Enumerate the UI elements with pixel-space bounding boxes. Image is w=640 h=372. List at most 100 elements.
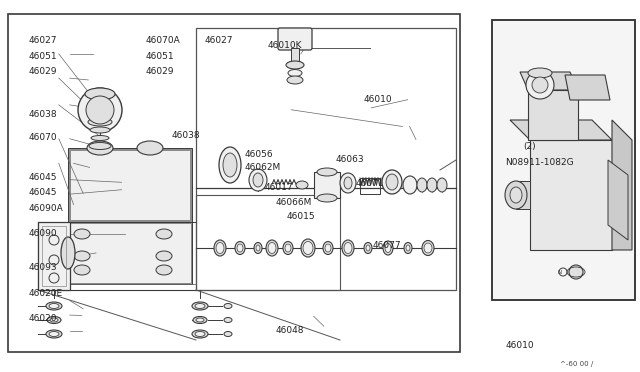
Bar <box>42 226 66 286</box>
Text: 46051: 46051 <box>146 52 175 61</box>
Text: N: N <box>558 269 562 275</box>
Ellipse shape <box>256 245 260 251</box>
Bar <box>492 20 635 300</box>
Ellipse shape <box>46 330 62 338</box>
Ellipse shape <box>422 241 434 256</box>
Ellipse shape <box>90 127 110 133</box>
Ellipse shape <box>156 251 172 261</box>
Ellipse shape <box>386 174 398 190</box>
Ellipse shape <box>74 229 90 239</box>
Ellipse shape <box>74 265 90 275</box>
Ellipse shape <box>404 243 412 253</box>
Text: 46029: 46029 <box>29 67 58 76</box>
Ellipse shape <box>301 239 315 257</box>
Ellipse shape <box>383 241 393 255</box>
Text: 46070A: 46070A <box>146 36 180 45</box>
Bar <box>360 178 380 194</box>
Ellipse shape <box>196 318 204 322</box>
Text: 46063: 46063 <box>335 155 364 164</box>
Text: 46010: 46010 <box>506 341 534 350</box>
Ellipse shape <box>437 178 447 192</box>
Bar <box>314 172 340 198</box>
Ellipse shape <box>156 229 172 239</box>
Ellipse shape <box>317 168 337 176</box>
Text: 46038: 46038 <box>172 131 200 140</box>
Polygon shape <box>530 140 612 250</box>
Ellipse shape <box>325 244 331 252</box>
Ellipse shape <box>224 317 232 323</box>
Ellipse shape <box>195 331 205 337</box>
Ellipse shape <box>254 243 262 253</box>
Text: 46045: 46045 <box>29 188 58 197</box>
Text: 46070: 46070 <box>29 133 58 142</box>
Text: 46077: 46077 <box>372 241 401 250</box>
Bar <box>69 149 191 221</box>
Ellipse shape <box>505 181 527 209</box>
FancyBboxPatch shape <box>278 28 312 50</box>
Ellipse shape <box>137 141 163 155</box>
Polygon shape <box>520 72 578 90</box>
Text: (2): (2) <box>523 142 536 151</box>
Polygon shape <box>608 160 628 240</box>
Ellipse shape <box>303 241 313 254</box>
Ellipse shape <box>223 153 237 177</box>
Ellipse shape <box>266 240 278 256</box>
Text: 46010: 46010 <box>364 95 392 104</box>
Ellipse shape <box>288 70 302 77</box>
Text: N08911-1082G: N08911-1082G <box>506 158 574 167</box>
Ellipse shape <box>46 302 62 310</box>
Ellipse shape <box>219 147 241 183</box>
Ellipse shape <box>49 331 59 337</box>
Ellipse shape <box>344 243 352 253</box>
Circle shape <box>78 88 122 132</box>
Ellipse shape <box>192 330 208 338</box>
Text: 46015: 46015 <box>287 212 316 221</box>
Text: 46090: 46090 <box>29 229 58 238</box>
Bar <box>68 148 192 222</box>
Bar <box>516 181 530 209</box>
Ellipse shape <box>406 245 410 251</box>
Ellipse shape <box>424 243 432 253</box>
Bar <box>196 28 456 290</box>
Text: 46027: 46027 <box>29 36 58 45</box>
Ellipse shape <box>50 318 58 322</box>
Ellipse shape <box>268 243 276 253</box>
Ellipse shape <box>193 317 207 324</box>
Ellipse shape <box>192 302 208 310</box>
Ellipse shape <box>366 245 370 251</box>
Text: 46045: 46045 <box>29 173 58 182</box>
Ellipse shape <box>195 304 205 308</box>
Ellipse shape <box>382 170 402 194</box>
Text: 46010K: 46010K <box>268 41 302 50</box>
Circle shape <box>526 71 554 99</box>
Circle shape <box>86 96 114 124</box>
Circle shape <box>569 265 583 279</box>
Ellipse shape <box>342 240 354 256</box>
Text: 46027: 46027 <box>205 36 234 45</box>
Polygon shape <box>510 120 612 140</box>
Ellipse shape <box>49 304 59 308</box>
Bar <box>38 222 70 290</box>
Ellipse shape <box>340 173 356 193</box>
Bar <box>492 20 635 300</box>
Ellipse shape <box>287 76 303 84</box>
Text: 46093: 46093 <box>29 263 58 272</box>
Text: 46020E: 46020E <box>29 289 63 298</box>
Ellipse shape <box>253 173 263 187</box>
Ellipse shape <box>364 243 372 253</box>
Text: 46017: 46017 <box>264 183 293 192</box>
Ellipse shape <box>283 241 293 254</box>
Circle shape <box>49 255 59 265</box>
Bar <box>528 90 578 140</box>
Text: 46056: 46056 <box>244 150 273 158</box>
Text: 46020: 46020 <box>29 314 58 323</box>
Circle shape <box>49 273 59 283</box>
Bar <box>8 14 460 352</box>
Text: 46062M: 46062M <box>244 163 281 172</box>
Text: 46090A: 46090A <box>29 204 63 213</box>
Text: 46066M: 46066M <box>275 198 312 207</box>
Text: 46038: 46038 <box>29 110 58 119</box>
Ellipse shape <box>91 135 109 141</box>
Ellipse shape <box>89 142 111 150</box>
Ellipse shape <box>417 178 427 192</box>
